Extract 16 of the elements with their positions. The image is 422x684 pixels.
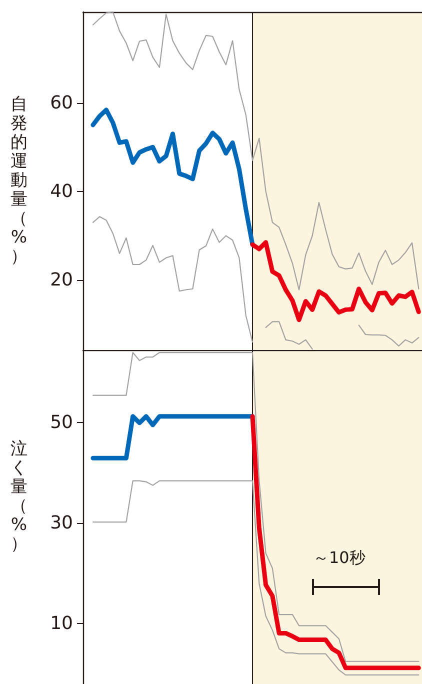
- y-tick-label: 50: [50, 412, 73, 433]
- y-tick-label: 10: [50, 613, 73, 634]
- line-series: [90, 108, 255, 247]
- line-series: [250, 414, 421, 670]
- y-tick-label: 60: [50, 92, 73, 114]
- line-series: [250, 240, 421, 322]
- y-tick-label: 30: [50, 512, 73, 534]
- line-series: [92, 352, 420, 662]
- line-series: [90, 414, 255, 460]
- text: 自発的運動量（%）: [10, 94, 28, 266]
- line-series: [92, 480, 420, 676]
- y-tick-label: 20: [50, 270, 73, 291]
- line-series: [92, 11, 420, 290]
- y-tick-label: 40: [50, 180, 73, 202]
- annotation: ～10秒: [313, 548, 366, 569]
- y-axis-title: 泣く量（%）: [10, 439, 28, 554]
